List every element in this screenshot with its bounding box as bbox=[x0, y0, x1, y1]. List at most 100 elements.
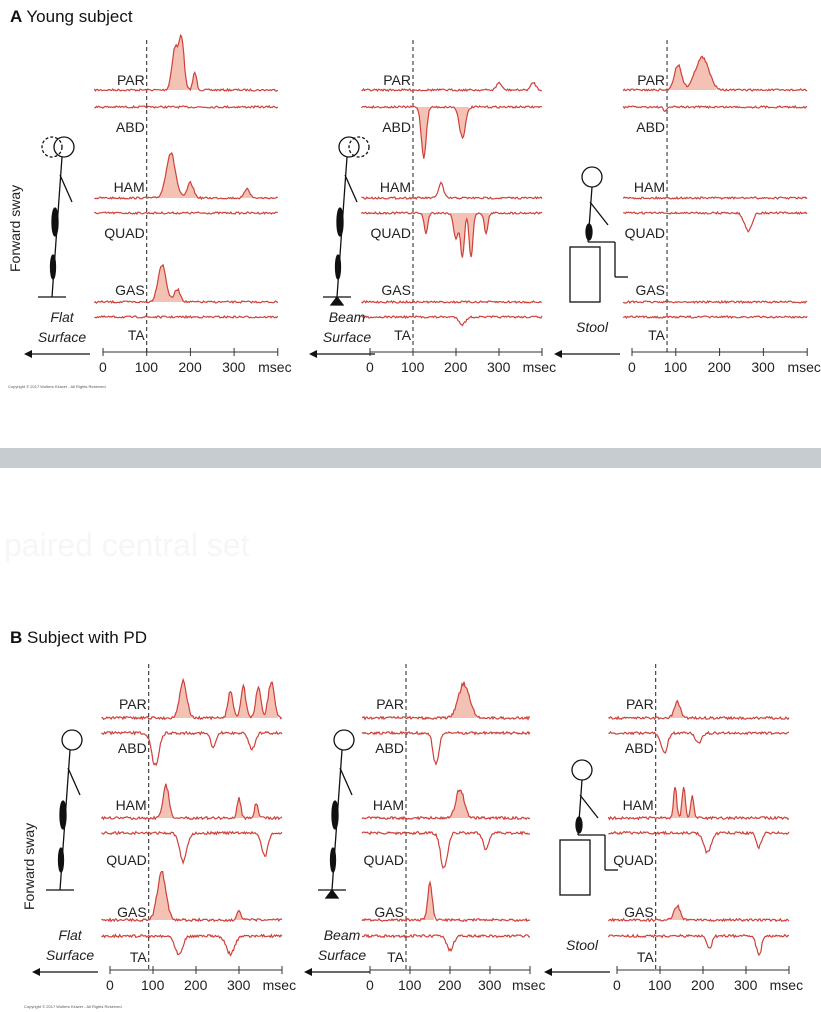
muscle-label-par: PAR bbox=[626, 696, 654, 712]
axis-tick-label: 300 bbox=[478, 977, 502, 993]
axis-tick-label: 0 bbox=[613, 977, 621, 993]
emg-burst-fill-abd bbox=[413, 106, 469, 159]
arrow-head-icon bbox=[309, 350, 317, 358]
condition-caption: Beam bbox=[324, 927, 361, 943]
panel-letter: B bbox=[10, 628, 27, 647]
axis-tick-label: 0 bbox=[366, 359, 374, 375]
muscle-label-ham: HAM bbox=[380, 179, 411, 195]
sway-ghost-head bbox=[41, 136, 63, 158]
panel-title: A Young subject bbox=[10, 7, 133, 26]
emg-trace-ham bbox=[100, 783, 283, 821]
emg-trace-par bbox=[93, 33, 279, 92]
time-axis: 0 100 200 300 msec bbox=[366, 348, 556, 375]
forward-sway-label-b: Forward sway bbox=[21, 823, 37, 910]
beam-stick-figure-icon bbox=[323, 136, 370, 306]
emg-trace-ta bbox=[361, 933, 531, 953]
emg-trace-ta bbox=[607, 933, 790, 957]
muscle-label-abd: ABD bbox=[636, 119, 665, 135]
emg-trace-gas bbox=[622, 299, 808, 305]
condition-caption: Surface bbox=[46, 947, 94, 963]
axis-tick-label: 200 bbox=[184, 977, 208, 993]
emg-trace-par bbox=[361, 81, 543, 93]
muscle-label-abd: ABD bbox=[382, 119, 411, 135]
emg-trace-par bbox=[622, 55, 808, 92]
emg-trace-gas bbox=[607, 904, 790, 923]
section-divider-band bbox=[0, 448, 821, 468]
emg-trace-ta bbox=[101, 933, 283, 957]
axis-tick-label: 300 bbox=[487, 359, 511, 375]
copyright-text-b: Copyright © 2017 Wolters Kluwer - All Ri… bbox=[24, 1004, 122, 1009]
muscle-label-quad: QUAD bbox=[371, 225, 411, 241]
axis-tick-label: 300 bbox=[222, 359, 246, 375]
arrow-head-icon bbox=[24, 350, 32, 358]
muscle-label-ta: TA bbox=[130, 949, 148, 965]
muscle-label-abd: ABD bbox=[118, 740, 147, 756]
axis-tick-label: 0 bbox=[628, 359, 636, 375]
axis-tick-label: 100 bbox=[141, 977, 165, 993]
emg-trace-ta bbox=[94, 314, 279, 319]
axis-tick-label: 200 bbox=[691, 977, 715, 993]
emg-trace-ta bbox=[361, 314, 543, 327]
emg-trace-quad bbox=[94, 210, 278, 216]
emg-trace-ham bbox=[607, 786, 790, 821]
muscle-label-gas: GAS bbox=[635, 282, 665, 298]
emg-trace-ham bbox=[361, 181, 543, 201]
axis-tick-label: 0 bbox=[106, 977, 114, 993]
panel-title-text: Subject with PD bbox=[27, 628, 147, 647]
muscle-label-par: PAR bbox=[117, 72, 145, 88]
condition-caption: Beam bbox=[329, 309, 366, 325]
emg-burst-fill-par bbox=[655, 700, 684, 720]
panel-title-text: Young subject bbox=[26, 7, 132, 26]
axis-tick-label: 100 bbox=[401, 359, 425, 375]
emg-trace-gas bbox=[101, 871, 283, 923]
emg-trace-quad bbox=[608, 830, 790, 855]
emg-trace-quad bbox=[623, 210, 808, 233]
axis-tick-label: 0 bbox=[99, 359, 107, 375]
axis-tick-label: 100 bbox=[664, 359, 688, 375]
emg-trace-abd bbox=[101, 730, 283, 767]
time-axis: 0 100 200 300 msec bbox=[106, 966, 296, 993]
emg-burst-fill-gas bbox=[146, 264, 184, 303]
muscle-label-gas: GAS bbox=[117, 904, 147, 920]
copyright-text: Copyright © 2017 Wolters Kluwer - All Ri… bbox=[8, 384, 106, 389]
emg-trace-ta bbox=[622, 315, 808, 320]
condition-caption: Flat bbox=[58, 927, 82, 943]
muscle-label-ham: HAM bbox=[114, 179, 145, 195]
muscle-label-gas: GAS bbox=[624, 904, 654, 920]
emg-trace-par bbox=[608, 699, 790, 721]
muscle-label-ta: TA bbox=[637, 949, 655, 965]
emg-burst-fill-gas bbox=[655, 905, 684, 921]
condition-caption: Flat bbox=[50, 309, 74, 325]
axis-tick-label: 200 bbox=[444, 359, 468, 375]
panel-letter: A bbox=[10, 7, 26, 26]
muscle-label-quad: QUAD bbox=[364, 852, 404, 868]
muscle-label-quad: QUAD bbox=[106, 852, 146, 868]
faint-background-text: paired central set bbox=[4, 527, 250, 563]
arrow-head-icon bbox=[554, 350, 562, 358]
emg-trace-quad bbox=[361, 830, 531, 870]
arrow-head-icon bbox=[544, 968, 552, 976]
muscle-label-ta: TA bbox=[128, 327, 146, 343]
condition-caption: Stool bbox=[576, 319, 609, 335]
axis-unit: msec bbox=[512, 977, 545, 993]
axis-tick-label: 300 bbox=[227, 977, 251, 993]
muscle-label-ham: HAM bbox=[623, 797, 654, 813]
panel-a: A Young subject PAR ABD HAM QUAD GAS TA 0 100 200… bbox=[10, 7, 821, 375]
emg-trace-quad bbox=[101, 830, 283, 866]
emg-trace-ham bbox=[94, 151, 278, 201]
emg-burst-fill-par bbox=[406, 681, 476, 720]
emg-trace-abd bbox=[622, 105, 808, 113]
arrow-head-icon bbox=[32, 968, 40, 976]
axis-tick-label: 0 bbox=[366, 977, 374, 993]
axis-tick-label: 300 bbox=[734, 977, 758, 993]
forward-sway-label: Forward sway bbox=[7, 185, 23, 272]
panel-b: B Subject with PD PAR ABD HAM QUAD GAS TA 0 100 2… bbox=[10, 628, 803, 993]
stool-stick-figure-icon bbox=[569, 166, 628, 303]
condition-flat-surface: PAR ABD HAM QUAD GAS TA 0 100 200 300 msec Flat Surf… bbox=[24, 33, 292, 375]
emg-trace-ham bbox=[361, 789, 531, 821]
muscle-label-quad: QUAD bbox=[613, 852, 653, 868]
muscle-label-par: PAR bbox=[637, 72, 665, 88]
muscle-label-abd: ABD bbox=[625, 740, 654, 756]
time-axis: 0 100 200 300 msec bbox=[628, 348, 821, 375]
emg-burst-fill-ham bbox=[148, 783, 260, 820]
